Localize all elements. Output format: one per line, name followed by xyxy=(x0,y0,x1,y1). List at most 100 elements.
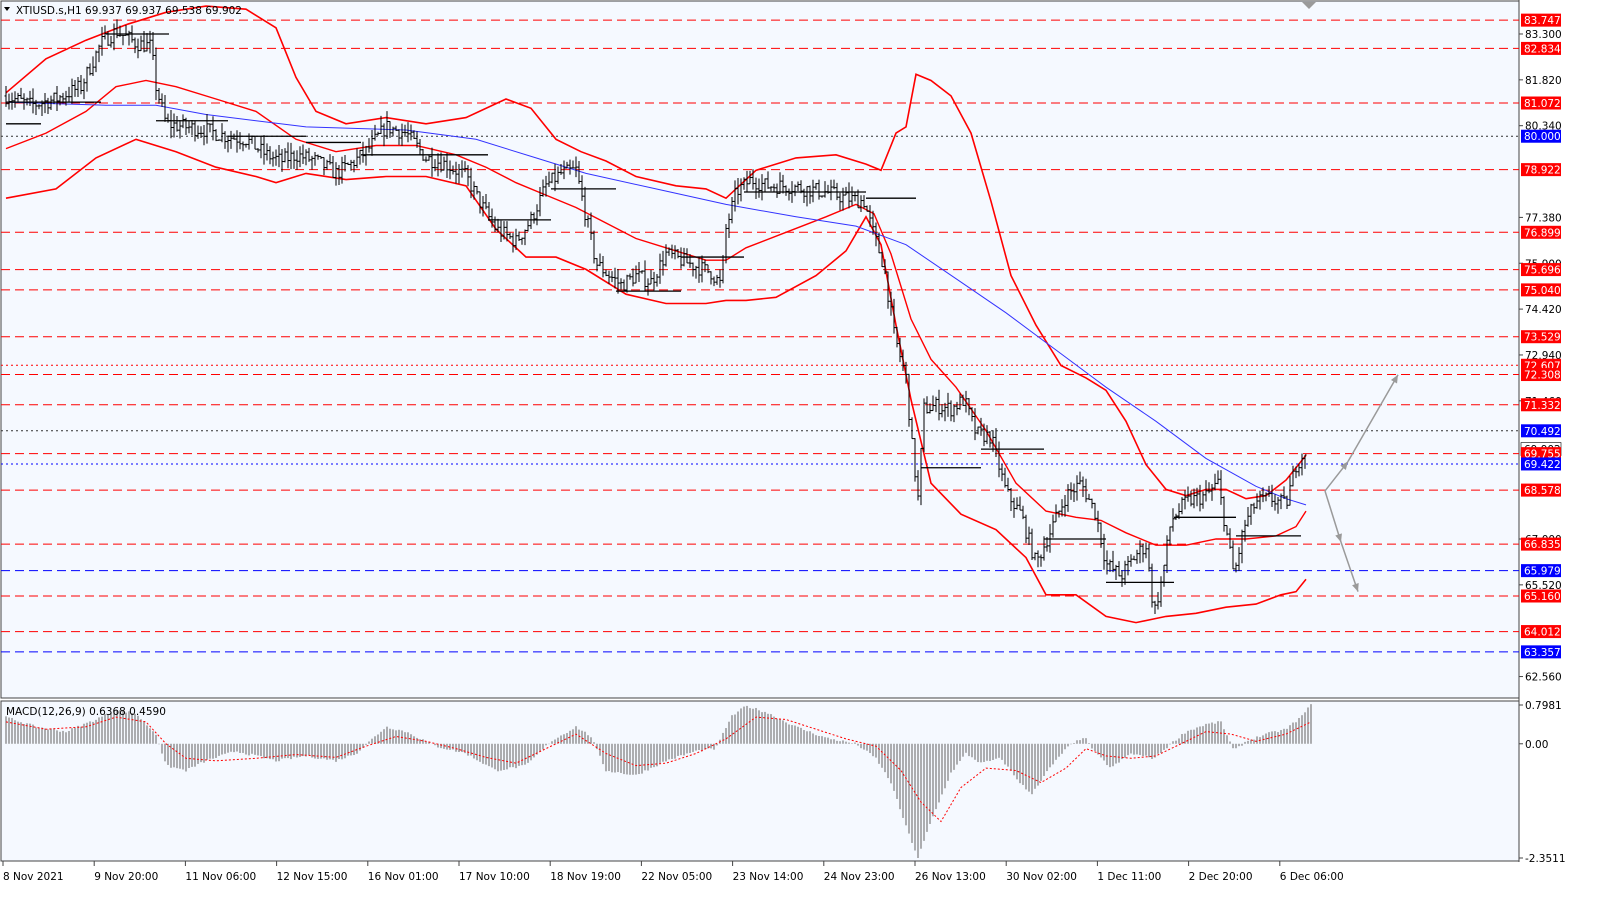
time-tick-label: 18 Nov 19:00 xyxy=(550,871,621,883)
price-bar xyxy=(886,271,890,309)
level-tag-bg xyxy=(1521,283,1561,297)
price-bar xyxy=(100,26,104,56)
time-tick-label: 12 Nov 15:00 xyxy=(277,871,348,883)
price-bar xyxy=(679,247,683,269)
price-bar xyxy=(193,120,197,142)
horizontal-levels xyxy=(1,19,1519,653)
level-tag[interactable]: 80.000 xyxy=(1521,129,1561,144)
price-bar xyxy=(457,163,461,184)
price-bar xyxy=(244,143,248,148)
price-bar xyxy=(55,86,59,111)
level-tag[interactable]: 81.072 xyxy=(1521,96,1561,111)
level-tag-bg xyxy=(1521,398,1561,412)
price-bar xyxy=(28,90,32,106)
level-tag[interactable]: 72.308 xyxy=(1521,368,1561,382)
level-tag[interactable]: 69.422 xyxy=(1521,457,1561,471)
price-bar xyxy=(1063,495,1067,517)
forecast-arrow-segment xyxy=(1347,374,1399,462)
price-bar xyxy=(703,259,707,273)
level-tag[interactable]: 73.529 xyxy=(1521,330,1561,344)
moving-average-line xyxy=(5,101,1307,506)
price-bar xyxy=(565,161,569,169)
level-tag-label: 72.308 xyxy=(1524,370,1561,382)
level-tag[interactable]: 65.160 xyxy=(1521,589,1561,603)
price-bar xyxy=(406,122,410,143)
price-bar xyxy=(94,50,98,73)
price-bar xyxy=(295,150,299,170)
collapse-triangle-icon[interactable] xyxy=(4,7,10,11)
price-tick-label: 81.820 xyxy=(1525,75,1562,87)
scroll-marker-icon[interactable] xyxy=(1302,2,1316,9)
price-bar xyxy=(1027,526,1031,545)
level-tag-bg xyxy=(1521,163,1561,177)
price-bar xyxy=(1228,528,1232,549)
price-bar xyxy=(652,271,656,291)
level-tag[interactable]: 75.040 xyxy=(1521,283,1561,297)
price-bar xyxy=(559,163,563,175)
price-bar xyxy=(1006,477,1010,492)
level-tag[interactable]: 65.979 xyxy=(1521,564,1561,578)
price-bar xyxy=(190,119,194,136)
price-bar xyxy=(325,159,329,170)
level-tag[interactable]: 66.835 xyxy=(1521,537,1561,552)
price-bar xyxy=(781,174,785,194)
price-bar xyxy=(172,113,176,138)
price-bar xyxy=(583,186,587,227)
price-series xyxy=(4,19,1307,615)
price-bar xyxy=(400,123,404,146)
level-tag-label: 76.899 xyxy=(1524,227,1561,239)
price-bar xyxy=(304,149,308,166)
price-bar xyxy=(259,135,263,159)
price-bar xyxy=(427,155,431,161)
level-tag[interactable]: 71.332 xyxy=(1521,398,1561,412)
level-tag[interactable]: 78.922 xyxy=(1521,163,1561,177)
price-bar xyxy=(313,152,317,166)
level-tag-label: 75.040 xyxy=(1524,285,1561,297)
level-tag[interactable]: 76.899 xyxy=(1521,225,1561,240)
level-tag[interactable]: 82.834 xyxy=(1521,41,1561,56)
price-bar xyxy=(433,159,437,172)
level-tag[interactable]: 64.012 xyxy=(1521,625,1561,639)
price-bar xyxy=(1300,453,1304,476)
price-bar xyxy=(1264,492,1268,502)
price-bar xyxy=(1219,470,1223,505)
price-bar xyxy=(202,124,206,146)
level-tag[interactable]: 83.747 xyxy=(1521,13,1561,28)
level-tag[interactable]: 75.696 xyxy=(1521,263,1561,277)
time-tick-label: 1 Dec 11:00 xyxy=(1097,871,1161,883)
price-bar xyxy=(1024,514,1028,544)
price-bar xyxy=(1105,550,1109,575)
price-bar xyxy=(799,180,803,194)
price-bar xyxy=(73,80,77,97)
price-bar xyxy=(307,147,311,162)
price-bar xyxy=(136,38,140,59)
price-bar xyxy=(13,91,17,108)
price-bar xyxy=(655,273,659,287)
price-bar xyxy=(1204,480,1208,502)
price-bar xyxy=(343,155,347,172)
price-bar xyxy=(811,179,815,203)
price-bar xyxy=(1099,522,1103,548)
level-tag[interactable]: 68.578 xyxy=(1521,483,1561,498)
price-bar xyxy=(1057,510,1061,518)
price-bar xyxy=(235,130,239,153)
price-bar xyxy=(328,154,332,165)
price-bar xyxy=(277,145,281,168)
price-bar xyxy=(850,186,854,206)
price-bar xyxy=(505,221,509,242)
price-bar xyxy=(1102,533,1106,570)
price-bar xyxy=(298,146,302,168)
price-bar xyxy=(1054,504,1058,523)
level-tag[interactable]: 70.492 xyxy=(1521,424,1561,438)
level-tag[interactable]: 63.357 xyxy=(1521,645,1561,659)
price-bar xyxy=(322,157,326,176)
price-bar xyxy=(280,148,284,172)
price-bar xyxy=(775,183,779,198)
price-bar xyxy=(367,138,371,153)
price-bar xyxy=(445,153,449,178)
price-panel-background xyxy=(0,0,1520,699)
price-bar xyxy=(1078,471,1082,485)
level-tag-bg xyxy=(1521,41,1561,55)
